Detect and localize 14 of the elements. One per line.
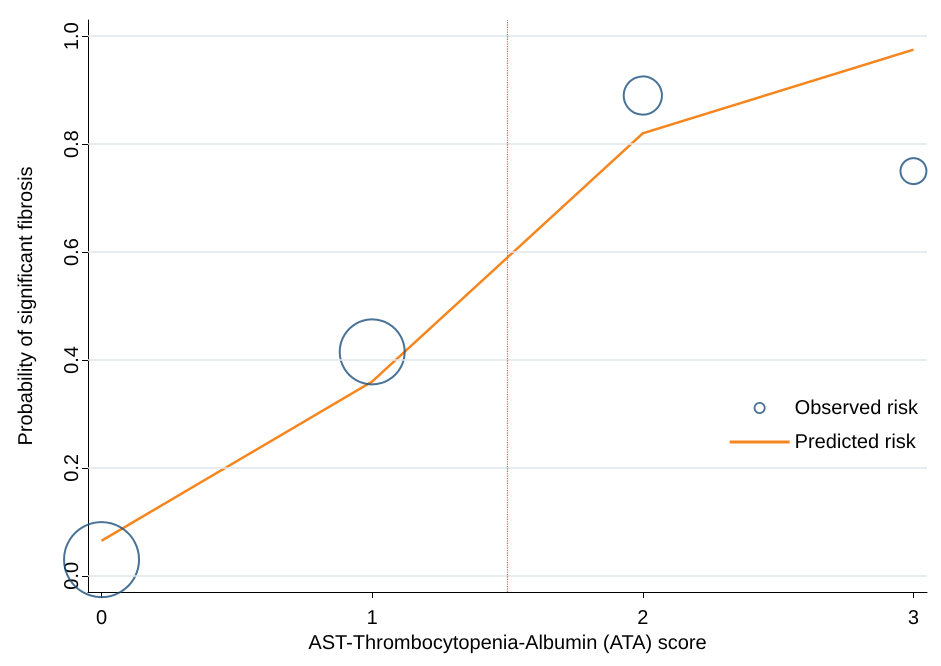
x-tick-label: 2 [637,607,648,629]
y-tick-label: 0.8 [61,130,83,158]
x-axis-title: AST-Thrombocytopenia-Albumin (ATA) score [308,632,707,654]
y-tick-label: 0.6 [61,238,83,266]
y-tick-label: 0.4 [61,346,83,374]
y-tick-label: 0.0 [61,562,83,590]
y-axis-title: Probability of significant fibrosis [15,166,37,446]
legend-label: Predicted risk [794,431,917,453]
y-tick-label: 0.2 [61,454,83,482]
x-tick-label: 1 [366,607,378,629]
x-tick-label: 3 [908,607,920,629]
legend-label: Observed risk [794,397,919,419]
x-tick-label: 0 [96,607,108,629]
y-tick-label: 1.0 [61,22,83,50]
